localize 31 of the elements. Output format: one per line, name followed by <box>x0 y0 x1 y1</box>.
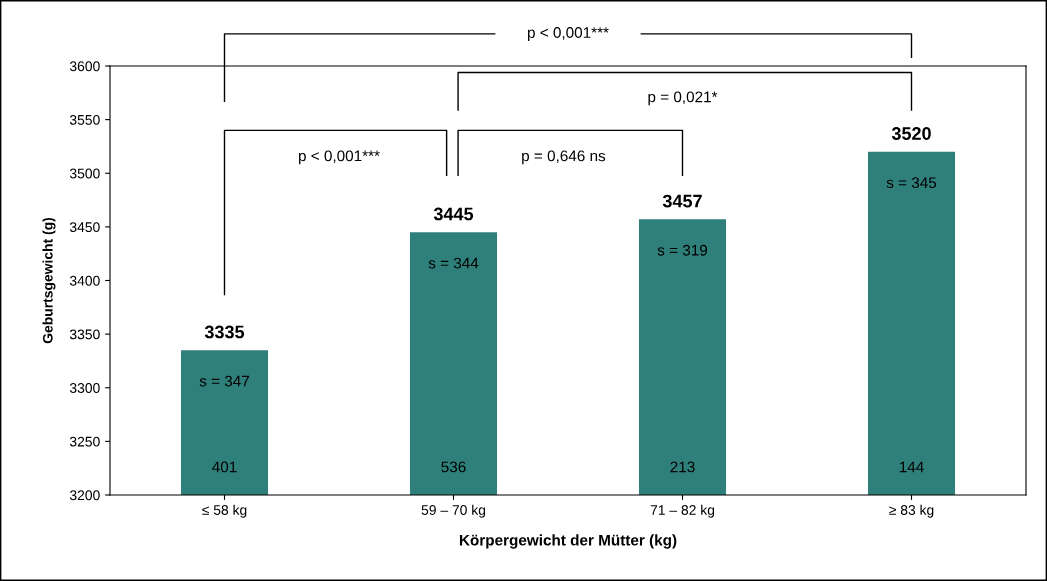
annotation: 213 <box>670 461 695 473</box>
annotation: p = 0,021* <box>648 91 718 106</box>
annotation: p < 0,001*** <box>299 150 380 165</box>
annotation: 401 <box>212 461 237 473</box>
annotation: s = 344 <box>428 257 479 269</box>
y-axis-title: Geburtsgewicht (g) <box>42 217 56 344</box>
y-tick-label: 3250 <box>69 436 100 447</box>
data-label: 3520 <box>891 127 931 140</box>
y-tick-label: 3400 <box>69 275 100 286</box>
annotation: 144 <box>899 461 924 473</box>
y-tick-label: 3600 <box>69 61 100 72</box>
annotation: s = 347 <box>199 375 249 387</box>
x-tick-label: ≤ 58 kg <box>202 504 247 518</box>
data-label: 3335 <box>204 325 245 339</box>
annotation: 536 <box>441 461 466 473</box>
x-tick-label: 59 – 70 kg <box>421 504 486 518</box>
y-tick-label: 3300 <box>69 383 100 393</box>
annotation: s = 319 <box>657 244 708 256</box>
y-tick-label: 3500 <box>69 168 100 179</box>
annotation: s = 345 <box>886 177 937 189</box>
data-label: 3457 <box>662 194 702 208</box>
text: p < 0,001*** <box>528 27 609 41</box>
y-tick-label: 3550 <box>69 114 100 125</box>
data-label: 3445 <box>433 207 474 221</box>
x-axis-title: Körpergewicht der Mütter (kg) <box>459 534 677 549</box>
y-tick-label: 3200 <box>69 490 100 501</box>
x-tick-label: ≥ 83 kg <box>889 504 934 518</box>
y-tick-label: 3350 <box>69 329 100 340</box>
y-tick-label: 3450 <box>69 222 100 233</box>
x-tick-label: 71 – 82 kg <box>650 504 715 518</box>
annotation: p = 0,646 ns <box>522 150 606 165</box>
